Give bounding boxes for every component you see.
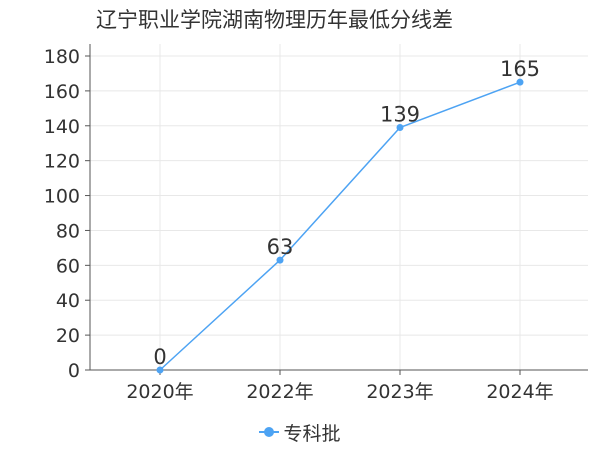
data-label: 0 [153,345,166,369]
legend: 专科批 [0,419,600,446]
y-tick-label: 20 [56,325,80,347]
y-tick-labels: 0 20 40 60 80 100 120 140 160 180 [44,46,90,382]
line-chart: 0 20 40 60 80 100 120 140 160 180 2020年 2022年 2023年… [44,44,588,403]
chart-title: 辽宁职业学院湖南物理历年最低分线差 [96,8,453,32]
y-tick-label: 160 [44,81,80,103]
y-tick-label: 0 [68,360,80,382]
legend-label: 专科批 [283,422,341,445]
data-point [276,256,284,264]
x-tick-label: 2023年 [366,381,433,403]
series-lines [159,81,521,371]
y-tick-label: 120 [44,151,80,173]
data-label: 139 [380,103,420,127]
data-points [156,78,524,374]
x-tick-label: 2024年 [486,381,553,403]
legend-item[interactable]: 专科批 [259,419,341,446]
series-line [159,81,521,371]
y-tick-label: 80 [56,220,80,242]
data-label: 165 [500,57,540,81]
y-tick-label: 140 [44,116,80,138]
y-tick-label: 60 [56,255,80,277]
axes [89,44,588,371]
y-tick-label: 180 [44,46,80,68]
x-tick-labels: 2020年 2022年 2023年 2024年 [126,370,554,403]
data-point [156,366,164,374]
data-label: 63 [267,235,294,259]
x-tick-label: 2022年 [246,381,313,403]
legend-swatch-icon [259,425,280,439]
data-point [516,78,524,86]
x-tick-label: 2020年 [126,381,193,403]
grid-lines [90,44,588,370]
data-point [396,124,404,132]
y-tick-label: 100 [44,186,80,208]
y-tick-label: 40 [56,290,80,312]
data-labels: 0 63 139 165 [153,57,540,369]
legend-swatch-dot [264,427,275,437]
